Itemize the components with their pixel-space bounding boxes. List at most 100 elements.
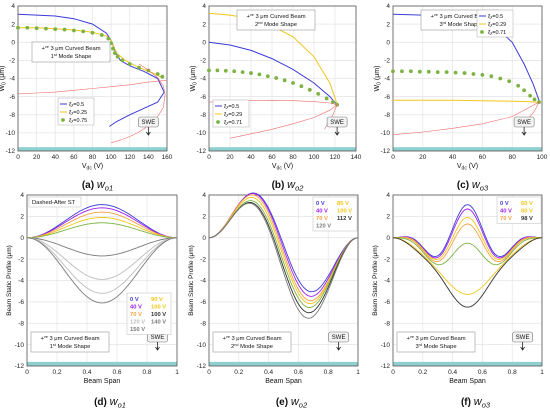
data-point-2 (471, 72, 476, 76)
annotation-line-2: 1st Mode Shape (51, 53, 92, 60)
x-axis-label-part: V (82, 163, 87, 170)
data-point-2 (160, 74, 165, 79)
caption-part: (d) (94, 397, 110, 408)
legend-label-6: 120 V (316, 224, 331, 230)
caption-part: o1 (105, 184, 113, 193)
y-tick-label: 4 (202, 3, 206, 10)
data-point-2 (532, 97, 537, 102)
y-tick-label: 2 (11, 21, 15, 28)
annotation-text-1: 3 μm Curved Beam (254, 14, 306, 20)
data-point-2 (408, 69, 413, 74)
y-tick-label: -8 (384, 320, 390, 327)
note-box (28, 196, 82, 208)
y-tick-label: -4 (200, 278, 206, 285)
data-point-2 (16, 25, 20, 30)
annotation-text-1: 3 μm Curved Beam (438, 14, 490, 20)
legend-label-0: ξₓ=0.5 (69, 102, 84, 108)
y-tick-label: -4 (200, 76, 206, 83)
y-tick-label: 4 (386, 192, 390, 199)
x-tick-label: 0.4 (264, 369, 273, 376)
series-line-3 (392, 101, 540, 135)
x-tick-label: 120 (124, 154, 135, 161)
profile-line-0 (26, 204, 178, 239)
x-tick-label: 0 (391, 369, 395, 376)
legend-label-1: ξₓ=0.29 (488, 22, 506, 28)
legend-label-1: 85 V (337, 201, 349, 207)
data-point-2 (400, 69, 404, 74)
data-point-2 (112, 51, 117, 56)
y-tick-label: 2 (202, 21, 206, 28)
caption-part: (e) (276, 397, 291, 408)
plot-frame (26, 194, 178, 367)
data-point-2 (528, 93, 532, 98)
y-tick-label: -2 (384, 256, 390, 263)
annotation-sup-1: ve (250, 13, 254, 17)
annotation-line-2: 3rd Mode Shape (439, 21, 480, 28)
series-line-0 (17, 13, 165, 127)
annotation-text-2: 2 (255, 22, 258, 28)
x-tick-label: 0.4 (448, 369, 457, 376)
x-tick-label: 20 (226, 154, 234, 161)
x-tick-label: 0.2 (418, 369, 427, 376)
y-tick-label: -10 (381, 342, 391, 349)
annotation-sup-1: ve (434, 13, 438, 17)
profile-line-1 (392, 208, 543, 259)
figure-caption: (c) wo3 (457, 179, 489, 193)
y-tick-label: -10 (6, 130, 16, 137)
x-tick-label: 20 (33, 154, 41, 161)
profile-line-2 (392, 216, 543, 260)
caption-part: o2 (299, 401, 308, 410)
figure-caption: (e) wo2 (276, 396, 308, 410)
y-tick-label: -10 (197, 342, 207, 349)
x-axis-label: Beam Span (265, 378, 302, 385)
legend-label-1: 90 V (151, 297, 163, 303)
y-tick-label: 0 (202, 39, 206, 46)
profile-line-5 (27, 237, 177, 257)
caption-part: (b) (272, 180, 288, 191)
y-axis-label: W0 (μm) (374, 66, 383, 92)
x-tick-label: 80 (289, 154, 297, 161)
profile-line-6 (208, 202, 359, 319)
swe-label: SWE (151, 335, 165, 341)
swe-arrow (336, 342, 341, 351)
swe-arrow (521, 127, 527, 136)
y-axis-label: Beam Static Profile (μm) (372, 245, 379, 316)
x-axis-label-part: dc (87, 166, 93, 172)
substrate-electrode (209, 361, 358, 366)
swe-label: SWE (142, 120, 156, 126)
annotation-line-1: +ve 3 μm Curved Beam (222, 335, 281, 342)
profile-line-3 (26, 216, 178, 239)
y-tick-label: -10 (197, 130, 207, 137)
annotation-line-1: +ve 3 μm Curved Beam (406, 335, 465, 342)
chart-panel-5: 0 0.2 0.4 0.6 0.8 1 4 2 0 -2 -4 -6 -8 -10 -12 +ve 3 μm … (188, 192, 360, 409)
legend-label-5: 100 V (151, 312, 166, 318)
plot-frame (208, 5, 357, 152)
series-line-3 (17, 80, 168, 95)
x-tick-label: 1 (175, 369, 179, 376)
y-tick-label: -2 (200, 58, 206, 65)
legend-label-5: 112 V (337, 216, 352, 222)
x-tick-label: 140 (351, 154, 362, 161)
y-axis-label-part: 0 (2, 82, 8, 85)
legend-label-2: 40 V (316, 209, 328, 215)
series-line-4 (111, 63, 166, 144)
annotation-line-2: 3rd Mode Shape (415, 343, 456, 350)
x-axis-label-part: (V) (92, 163, 103, 170)
data-point-2 (81, 29, 86, 34)
annotation-text-2: Mode Shape (57, 54, 91, 60)
annotation-text-1: 3 μm Curved Beam (414, 336, 466, 342)
annotation-text-2: st (54, 53, 58, 57)
annotation-sup-1: ve (226, 335, 230, 339)
caption-part: o3 (480, 184, 489, 193)
annotation-sup-1: ve (44, 335, 48, 339)
annotation-frame (30, 331, 110, 353)
y-tick-label: -12 (6, 148, 16, 155)
y-tick-label: 2 (386, 21, 390, 28)
x-tick-label: 100 (537, 154, 548, 161)
profile-line-7 (26, 237, 178, 294)
profile-line-2 (26, 211, 178, 239)
y-tick-label: 2 (202, 214, 206, 221)
y-tick-label: 4 (386, 3, 390, 10)
